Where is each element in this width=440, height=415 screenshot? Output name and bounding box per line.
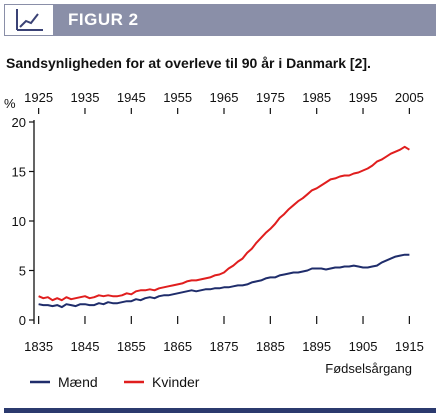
chart-title: Sandsynligheden for at overleve til 90 å… <box>6 55 371 71</box>
x-tick-label-bottom: 1895 <box>302 339 331 354</box>
bottom-rule <box>4 408 436 413</box>
line-chart-icon <box>16 9 43 31</box>
y-tick-label: 20 <box>12 115 26 130</box>
legend-label: Kvinder <box>152 374 200 390</box>
figure-header-bar: FIGUR 2 <box>4 4 436 36</box>
figure-label: FIGUR 2 <box>68 10 139 29</box>
y-tick-label: 5 <box>19 264 26 279</box>
x-tick-label-top: 1955 <box>163 90 192 105</box>
y-tick-label: 15 <box>12 165 26 180</box>
x-tick-label-top: 2005 <box>395 90 424 105</box>
legend-label: Mænd <box>58 374 98 390</box>
x-tick-label-top: 1995 <box>349 90 378 105</box>
series-line-mænd <box>38 253 410 309</box>
x-tick-label-top: 1975 <box>256 90 285 105</box>
x-axis-title: Fødselsårgang <box>325 361 412 376</box>
x-tick-label-top: 1935 <box>71 90 100 105</box>
x-tick-label-bottom: 1845 <box>71 339 100 354</box>
x-tick-label-bottom: 1865 <box>163 339 192 354</box>
x-tick-label-bottom: 1875 <box>210 339 239 354</box>
y-tick-label: 0 <box>19 313 26 328</box>
x-tick-label-top: 1925 <box>24 90 53 105</box>
y-axis-unit-label: % <box>4 96 16 111</box>
x-tick-label-bottom: 1835 <box>24 339 53 354</box>
x-tick-label-top: 1945 <box>117 90 146 105</box>
series-line-kvinder <box>38 145 410 302</box>
x-tick-label-bottom: 1915 <box>395 339 424 354</box>
header-icon-box <box>4 4 54 36</box>
x-tick-label-top: 1965 <box>210 90 239 105</box>
x-tick-label-top: 1985 <box>302 90 331 105</box>
y-tick-label: 10 <box>12 214 26 229</box>
x-tick-label-bottom: 1885 <box>256 339 285 354</box>
x-tick-label-bottom: 1855 <box>117 339 146 354</box>
x-tick-label-bottom: 1905 <box>349 339 378 354</box>
